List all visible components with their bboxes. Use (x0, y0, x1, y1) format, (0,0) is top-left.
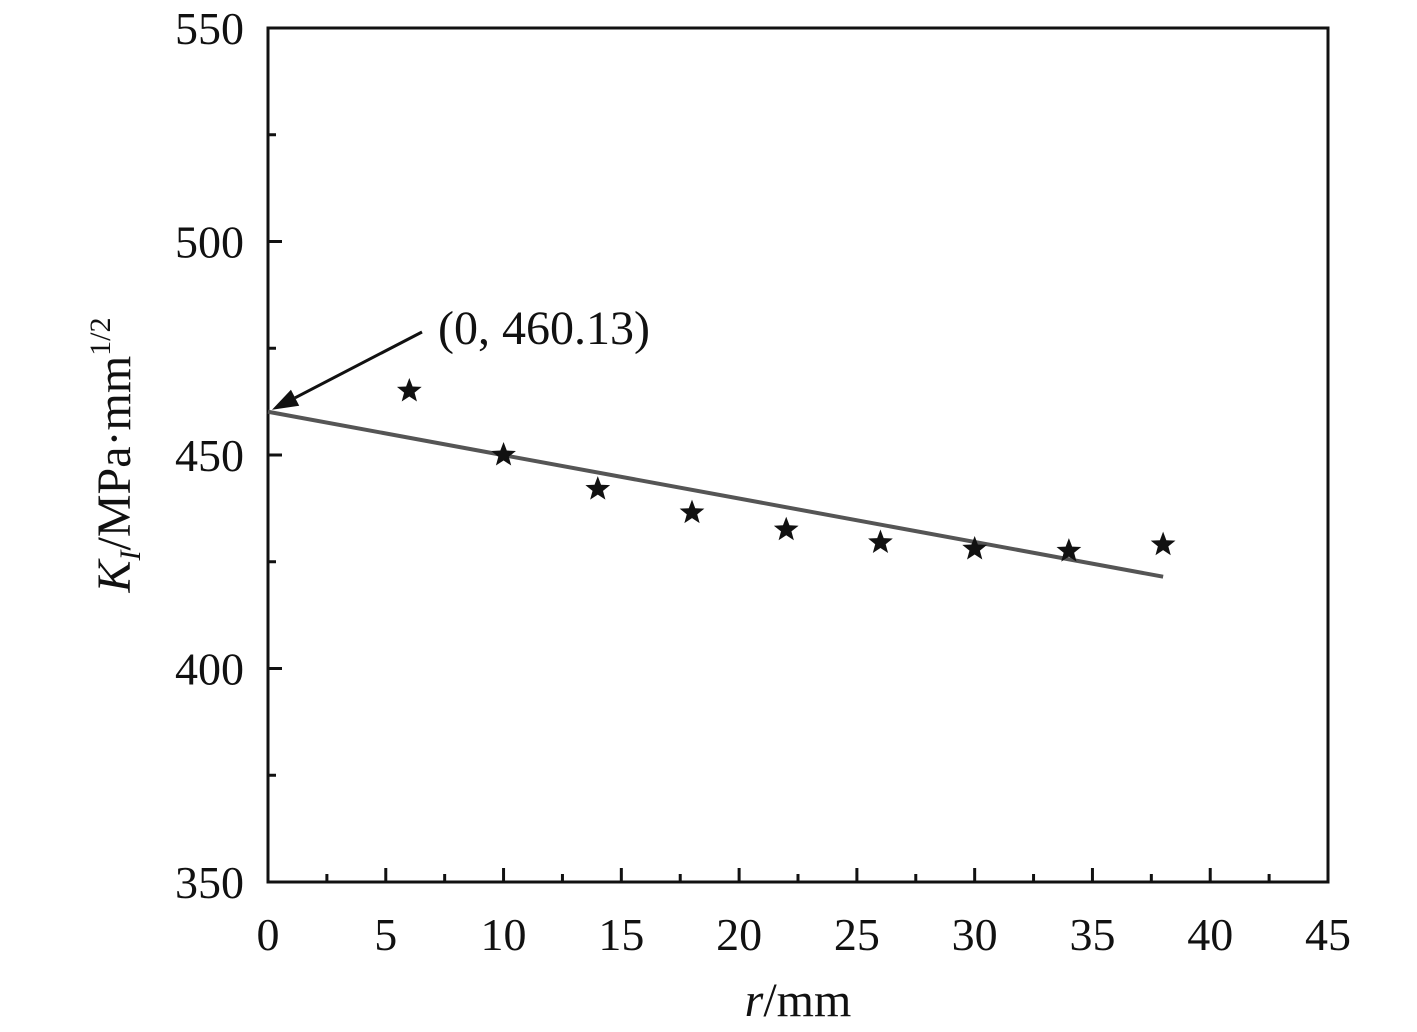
y-tick-label: 350 (175, 857, 244, 908)
x-tick-label: 35 (1069, 909, 1115, 960)
x-tick-label: 5 (374, 909, 397, 960)
star-marker (396, 377, 422, 402)
y-tick-label: 450 (175, 430, 244, 481)
star-marker (773, 516, 799, 541)
y-tick-label: 400 (175, 644, 244, 695)
y-tick-label: 550 (175, 3, 244, 54)
y-tick-labels: 350 400 450 500 550 (175, 3, 244, 908)
x-tick-label: 15 (598, 909, 644, 960)
x-tick-labels: 0 5 10 15 20 25 30 35 40 45 (257, 909, 1352, 960)
x-tick-label: 40 (1187, 909, 1233, 960)
star-marker (962, 535, 988, 560)
star-marker (868, 529, 893, 554)
axis-ticks (266, 26, 1330, 884)
star-marker (679, 499, 705, 524)
fit-line (267, 409, 1164, 579)
x-tick-label: 30 (952, 909, 998, 960)
annotation-arrow (294, 330, 423, 400)
x-tick-label: 45 (1305, 909, 1351, 960)
star-marker (1150, 531, 1176, 556)
data-markers (396, 377, 1176, 562)
y-axis-title: KI/MPa·mm1/2 (84, 317, 147, 593)
star-marker (1056, 538, 1082, 562)
x-tick-label: 0 (257, 909, 280, 960)
annotation-label: (0, 460.13) (438, 302, 650, 355)
x-tick-label: 20 (716, 909, 762, 960)
star-marker (585, 476, 611, 500)
annotation-arrowhead (272, 389, 300, 410)
y-tick-label: 500 (175, 217, 244, 268)
x-tick-label: 10 (481, 909, 527, 960)
x-tick-label: 25 (834, 909, 880, 960)
x-axis-title: r/mm (745, 974, 852, 1027)
star-marker (491, 442, 516, 466)
plot-frame (266, 26, 1330, 884)
